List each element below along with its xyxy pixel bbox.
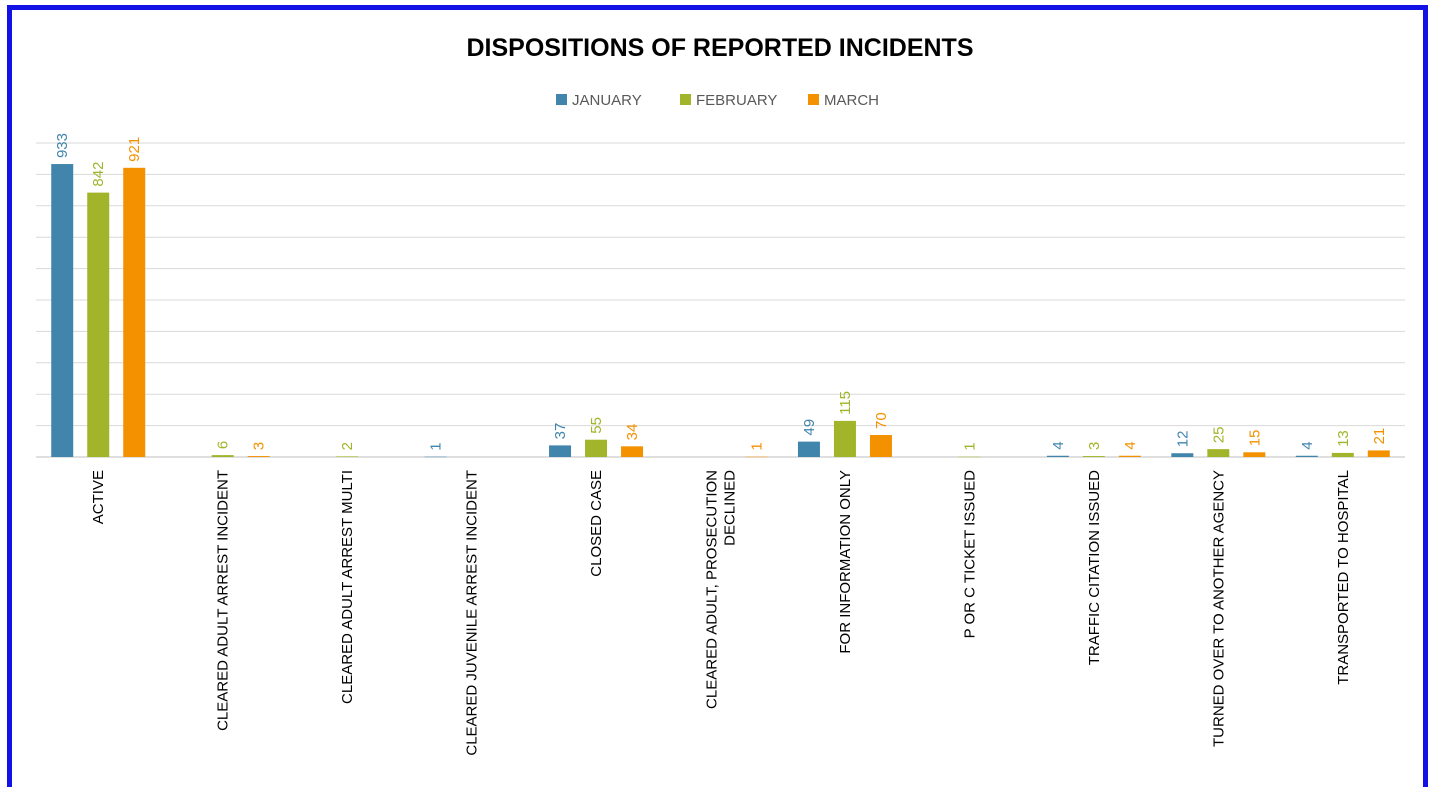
data-label-march-10: 21	[1371, 428, 1388, 445]
category-label: CLOSED CASE	[588, 470, 605, 577]
bar-march-9	[1243, 452, 1266, 457]
data-label-january-0: 933	[54, 133, 71, 158]
bar-february-6	[833, 420, 856, 457]
bar-february-7	[958, 456, 981, 458]
category-label: CLEARED ADULT ARREST MULTI	[339, 470, 356, 704]
legend-label-january: JANUARY	[572, 92, 642, 109]
bar-march-10	[1367, 450, 1390, 457]
category-label: TRAFFIC CITATION ISSUED	[1086, 470, 1103, 665]
bar-march-1	[247, 456, 270, 457]
data-label-january-9: 12	[1174, 431, 1191, 448]
bar-march-5	[745, 456, 768, 458]
data-label-january-8: 4	[1050, 441, 1067, 449]
category-labels: ACTIVE CLEARED ADULT ARREST INCIDENT CLEAR…	[90, 470, 1352, 756]
bar-january-0	[51, 164, 74, 457]
data-label-march-9: 15	[1246, 430, 1263, 447]
data-label-january-10: 4	[1299, 441, 1316, 449]
data-label-march-5: 1	[749, 442, 766, 450]
category-label: DECLINED	[722, 470, 739, 546]
category-label: CLEARED JUVENILE ARREST INCIDENT	[464, 470, 481, 756]
bar-february-9	[1207, 449, 1230, 457]
bars	[51, 164, 1390, 458]
legend-swatch-february	[680, 94, 691, 105]
data-label-march-1: 3	[251, 442, 268, 450]
bar-february-8	[1082, 456, 1105, 457]
data-label-march-0: 921	[126, 137, 143, 162]
gridlines	[36, 142, 1405, 458]
bar-january-8	[1046, 455, 1069, 457]
category-label: P OR C TICKET ISSUED	[961, 470, 978, 639]
bar-march-8	[1118, 455, 1141, 457]
data-label-february-4: 55	[588, 417, 605, 434]
bar-january-10	[1295, 455, 1318, 457]
bar-january-3	[424, 456, 447, 458]
bar-march-4	[621, 446, 644, 457]
chart-title: DISPOSITIONS OF REPORTED INCIDENTS	[467, 34, 974, 62]
data-label-march-6: 70	[873, 412, 890, 429]
bar-february-0	[87, 192, 110, 457]
data-label-february-1: 6	[215, 441, 232, 449]
bar-february-2	[336, 456, 359, 457]
bar-march-0	[123, 167, 146, 457]
bar-january-6	[797, 441, 820, 457]
data-label-january-6: 49	[801, 419, 818, 436]
data-label-january-3: 1	[428, 442, 445, 450]
category-label: TRANSPORTED TO HOSPITAL	[1335, 470, 1352, 685]
data-label-february-8: 3	[1086, 442, 1103, 450]
bar-march-6	[869, 435, 892, 457]
bar-february-4	[585, 439, 608, 457]
bar-january-4	[549, 445, 572, 457]
category-label: FOR INFORMATION ONLY	[837, 470, 854, 654]
category-label: CLEARED ADULT, PROSECUTION	[704, 470, 721, 709]
data-label-january-4: 37	[552, 423, 569, 440]
bar-january-9	[1171, 453, 1194, 457]
data-label-february-9: 25	[1210, 426, 1227, 443]
bar-february-1	[211, 455, 234, 457]
data-label-march-8: 4	[1122, 441, 1139, 449]
chart-frame	[7, 5, 1428, 787]
legend: JANUARY FEBRUARY MARCH	[556, 92, 879, 109]
data-label-february-0: 842	[90, 162, 107, 187]
data-label-february-2: 2	[339, 442, 356, 450]
legend-label-february: FEBRUARY	[696, 92, 777, 109]
legend-label-march: MARCH	[824, 92, 879, 109]
legend-swatch-january	[556, 94, 567, 105]
data-label-february-6: 115	[837, 391, 854, 415]
data-label-february-7: 1	[961, 442, 978, 450]
bar-february-10	[1331, 452, 1354, 457]
data-label-february-10: 13	[1335, 430, 1352, 447]
legend-swatch-march	[808, 94, 819, 105]
category-label: CLEARED ADULT ARREST INCIDENT	[215, 470, 232, 731]
data-label-march-4: 34	[624, 424, 641, 441]
category-label: ACTIVE	[90, 470, 107, 524]
category-label: TURNED OVER TO ANOTHER AGENCY	[1210, 470, 1227, 747]
